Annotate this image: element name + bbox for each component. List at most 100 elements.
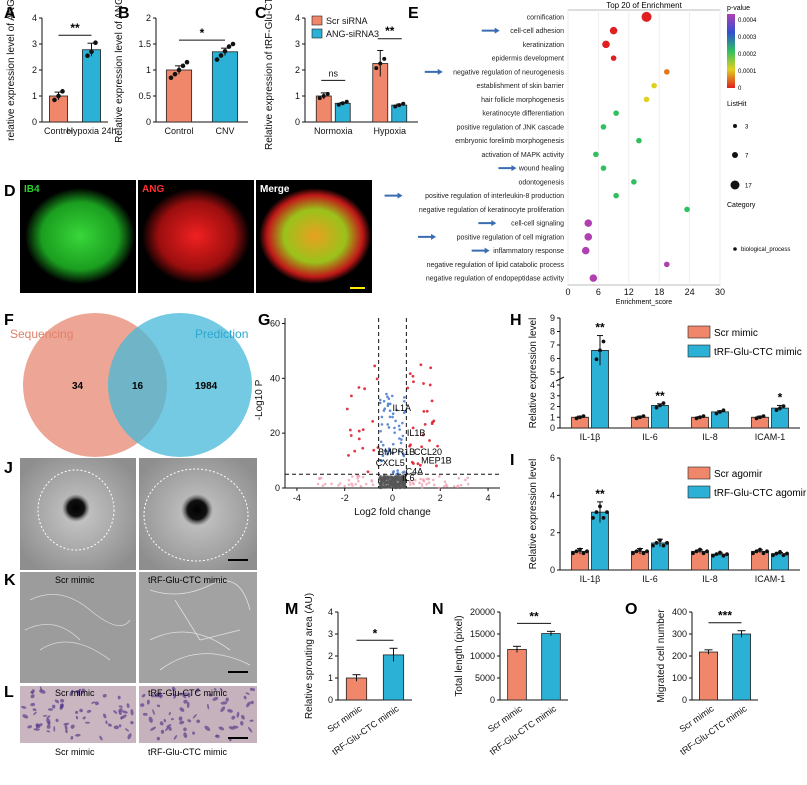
H-data-point [634, 416, 639, 421]
stained-cell [42, 715, 48, 717]
A-data-point [93, 40, 98, 45]
stained-cell [214, 688, 217, 691]
H-data-point [578, 415, 582, 420]
stained-cell [249, 687, 254, 691]
G-point-ns [379, 480, 383, 484]
panel-f-venn: Sequencing Prediction 34 16 1984 [10, 313, 252, 457]
j-right-caption: tRF-Glu-CTC mimic [148, 575, 227, 585]
stained-cell [249, 719, 254, 722]
E-term-label: keratinization [523, 42, 564, 49]
E-term-label: cell-cell adhesion [510, 28, 564, 35]
E-term-dot [684, 206, 690, 213]
H-data-point [781, 404, 786, 409]
stained-cell [70, 735, 74, 740]
G-ytick-label: 40 [270, 373, 280, 383]
G-point-fc [464, 478, 467, 482]
panel-letters: A B C E D F G H I J K L M N O [4, 5, 637, 701]
stained-cell [30, 691, 34, 694]
G-point-p [393, 431, 396, 434]
G-point-sig [422, 409, 426, 413]
k-left-image [20, 572, 136, 683]
G-point-sig [406, 386, 410, 390]
G-point-fc [318, 476, 321, 480]
G-point-p [398, 428, 401, 431]
I-data-point [634, 549, 639, 554]
stained-cell [150, 726, 157, 731]
E-term-dot [600, 124, 607, 130]
G-point-sig [348, 428, 352, 432]
I-legend-swatch [687, 485, 711, 499]
H-ytick-label: 1 [550, 412, 555, 422]
B-significance: * [200, 26, 205, 40]
G-point-p [380, 415, 384, 419]
stained-cell [46, 724, 51, 729]
stained-cell [113, 710, 118, 714]
stained-cell [178, 716, 183, 721]
I-y-label: Relative expression level [528, 459, 539, 570]
G-point-fc [445, 484, 449, 488]
M-ytick-label: 1 [328, 673, 333, 683]
merge-stain [259, 188, 371, 284]
C-data-point [344, 99, 349, 104]
H-significance: ** [595, 321, 605, 335]
E-term-label: positive regulation of JNK cascade [457, 124, 564, 131]
stained-cell [182, 692, 188, 695]
stained-cell [182, 694, 187, 699]
C-data-point [317, 96, 322, 101]
ang-stain [142, 188, 250, 284]
B-category-label: CNV [215, 126, 234, 136]
stained-cell [186, 701, 190, 709]
B-data-point [218, 53, 224, 58]
B-data-point [184, 59, 190, 65]
A-data-point [89, 49, 94, 55]
G-point-fc [422, 479, 426, 483]
H-legend-swatch [687, 325, 711, 339]
E-category-title: Category [727, 202, 756, 209]
O-bar [699, 651, 718, 701]
k-right-image [139, 572, 257, 683]
G-point-p [386, 452, 389, 456]
stained-cell [220, 701, 228, 705]
E-x-label: Enrichment_score [616, 299, 673, 306]
G-point-ns [393, 483, 397, 486]
G-point-p [380, 423, 384, 426]
G-xtick-label: 4 [486, 493, 491, 503]
stained-cell [141, 693, 146, 698]
G-point-p [390, 394, 394, 398]
stained-cell [130, 720, 134, 725]
stained-cell [246, 701, 251, 708]
stained-cell [99, 735, 103, 741]
B-data-point [230, 41, 236, 47]
H-category-label: IL-8 [702, 432, 718, 442]
stained-cell [79, 708, 83, 713]
G-point-fc [356, 477, 359, 480]
E-listhit-title: ListHit [727, 101, 747, 108]
stained-cell [150, 694, 155, 698]
M-ytick-label: 3 [328, 629, 333, 639]
panel-letter-j: J [4, 460, 13, 477]
N-ytick-label: 20000 [470, 607, 495, 617]
panel-letter-h: H [510, 312, 522, 329]
C-group-label: Hypoxia [373, 126, 406, 136]
G-point-sig [372, 448, 376, 452]
A-data-point [52, 97, 57, 103]
G-point-ns [397, 479, 401, 483]
H-data-point [574, 416, 579, 421]
G-point-p [401, 434, 405, 438]
stained-cell [231, 715, 236, 720]
E-term-dot [609, 26, 618, 35]
I-data-point [598, 504, 602, 509]
stained-cell [127, 733, 132, 740]
G-point-fc [452, 485, 456, 488]
I-data-point [574, 549, 579, 554]
stained-cell [163, 718, 167, 723]
H-bar [771, 407, 789, 429]
E-term-label: negative regulation of lipid catabolic p… [427, 262, 565, 269]
stained-cell [166, 724, 172, 728]
G-point-ns [396, 485, 399, 488]
C-ytick-label: 1 [295, 91, 300, 101]
O-ytick-label: 0 [682, 695, 687, 705]
I-data-point [781, 553, 786, 558]
E-highlight-arrow-icon [481, 27, 500, 34]
A-bar [82, 49, 101, 123]
